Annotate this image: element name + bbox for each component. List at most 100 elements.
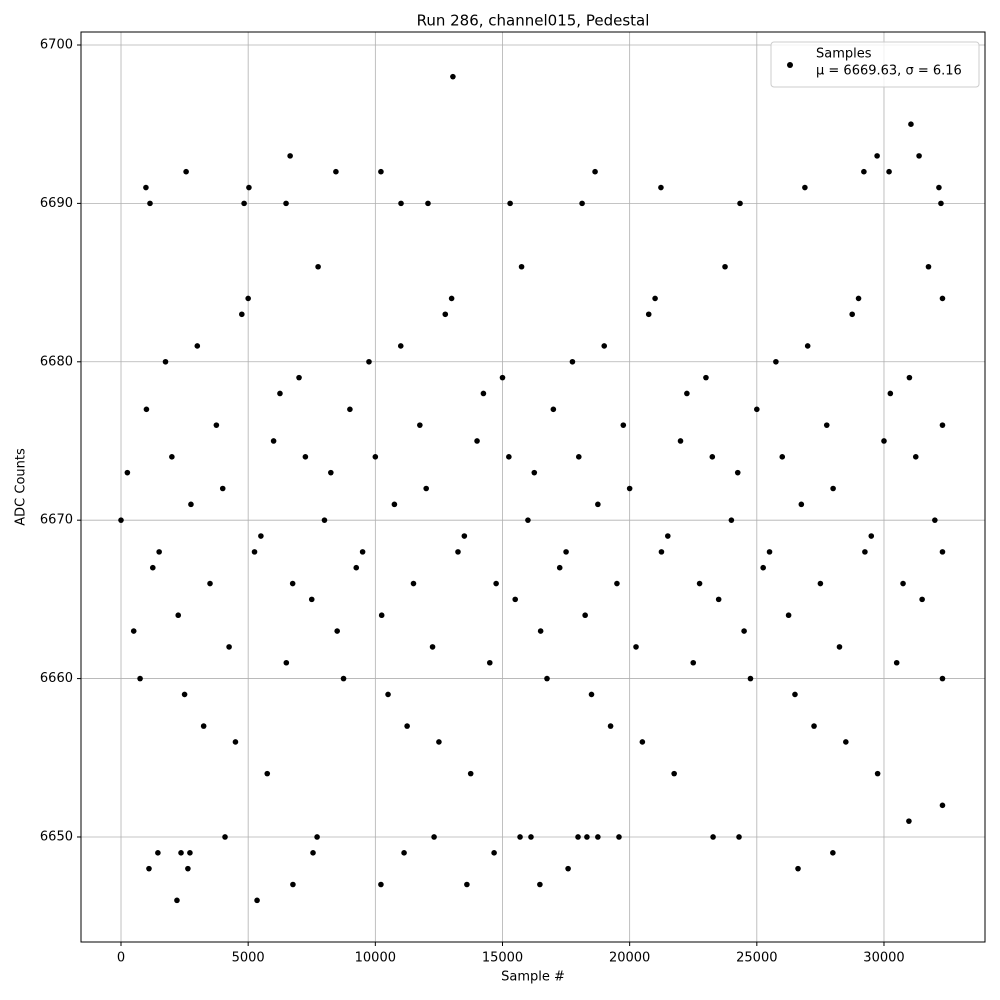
x-tick-label: 5000 <box>232 951 265 966</box>
point <box>747 675 754 682</box>
point <box>528 834 534 840</box>
point <box>147 200 153 207</box>
point <box>397 343 404 349</box>
legend-annotation: μ = 6669.63, σ = 6.16 <box>816 64 962 79</box>
point <box>936 184 942 191</box>
point <box>194 343 201 349</box>
point <box>156 549 162 555</box>
point <box>919 596 925 603</box>
point <box>401 850 407 856</box>
point <box>802 184 808 191</box>
point <box>677 438 684 444</box>
point <box>886 168 892 175</box>
point <box>795 865 801 872</box>
plot-frame <box>80 31 986 943</box>
point <box>417 422 423 428</box>
point <box>565 865 571 872</box>
point <box>333 168 339 175</box>
point <box>855 295 862 302</box>
point <box>512 596 519 603</box>
point <box>939 422 946 428</box>
point <box>588 691 595 698</box>
point <box>620 422 627 428</box>
point <box>785 612 792 619</box>
point <box>200 723 207 729</box>
point <box>353 564 360 571</box>
x-tick-label: 15000 <box>482 951 523 966</box>
point <box>684 390 690 397</box>
y-tick-label: 6700 <box>40 37 73 52</box>
x-axis-label: Sample # <box>501 970 565 985</box>
point <box>174 897 180 904</box>
point <box>900 580 906 587</box>
point <box>709 454 716 460</box>
point <box>347 406 353 413</box>
point <box>302 454 309 460</box>
point <box>741 628 747 634</box>
point <box>811 723 817 729</box>
point <box>671 770 677 777</box>
point <box>823 422 830 428</box>
x-tick-label: 10000 <box>355 951 396 966</box>
point <box>779 454 786 460</box>
point <box>372 454 379 460</box>
point <box>222 834 228 840</box>
point <box>773 358 779 365</box>
y-tick-label: 6660 <box>40 671 73 686</box>
point <box>939 675 946 682</box>
point <box>728 517 735 523</box>
point <box>868 533 875 539</box>
point <box>467 770 474 777</box>
y-tick-label: 6650 <box>40 829 73 844</box>
point <box>906 374 913 381</box>
x-tick-label: 25000 <box>736 951 777 966</box>
point <box>461 533 468 539</box>
point <box>874 153 880 159</box>
point <box>843 739 849 745</box>
point <box>366 358 372 365</box>
point <box>436 739 442 745</box>
point <box>137 675 143 682</box>
point <box>277 390 283 397</box>
point <box>626 485 633 492</box>
point <box>169 454 175 460</box>
point <box>448 295 455 302</box>
point <box>906 818 912 824</box>
point <box>162 358 169 365</box>
point <box>385 691 391 698</box>
point <box>219 485 226 492</box>
point <box>830 850 836 856</box>
point <box>290 881 296 888</box>
point <box>710 834 716 840</box>
point <box>270 438 277 444</box>
point <box>575 454 582 460</box>
point <box>556 564 563 571</box>
point <box>178 850 184 856</box>
point <box>652 295 658 302</box>
point <box>251 549 258 555</box>
point <box>239 311 245 318</box>
point <box>766 549 773 555</box>
point <box>130 628 137 634</box>
x-tick-label: 0 <box>117 951 125 966</box>
point <box>925 263 932 270</box>
point <box>455 549 461 555</box>
point <box>283 200 289 207</box>
point <box>830 485 836 492</box>
point <box>425 200 431 207</box>
point <box>939 549 946 555</box>
point <box>893 659 900 666</box>
point <box>464 881 470 888</box>
point <box>442 311 449 318</box>
point <box>595 834 601 840</box>
point <box>146 865 152 872</box>
point <box>431 834 437 840</box>
point <box>887 390 894 397</box>
point <box>124 469 131 476</box>
point <box>246 184 252 191</box>
point <box>187 850 193 856</box>
point <box>188 501 194 508</box>
point <box>378 881 384 888</box>
